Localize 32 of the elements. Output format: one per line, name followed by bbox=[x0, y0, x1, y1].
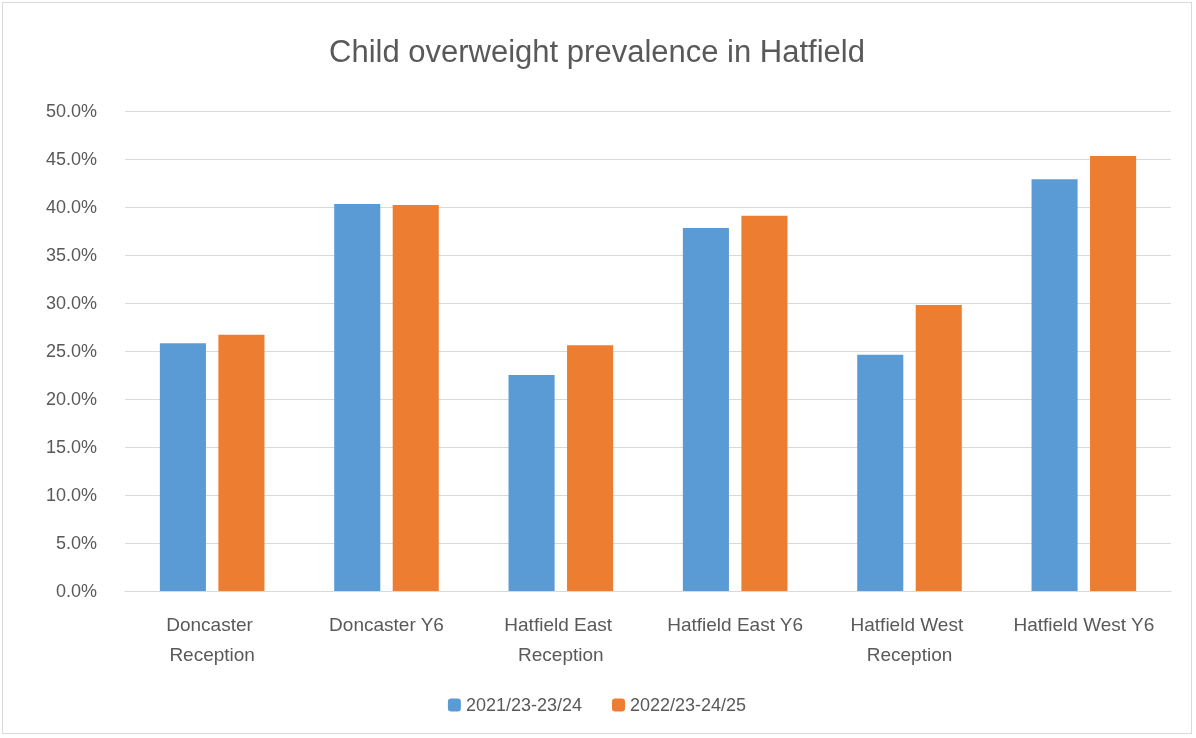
x-tick-label: Hatfield East Y6 bbox=[667, 613, 804, 635]
bar bbox=[508, 375, 555, 591]
y-tick-label: 35.0% bbox=[45, 245, 97, 265]
x-tick-label: Doncaster Reception bbox=[166, 613, 259, 665]
bar bbox=[1090, 156, 1137, 591]
bar bbox=[741, 215, 788, 591]
y-tick-label: 40.0% bbox=[45, 197, 97, 217]
bar bbox=[334, 204, 381, 591]
legend-label: 2021/23-23/24 bbox=[465, 695, 583, 715]
bar bbox=[1031, 179, 1078, 591]
x-tick-label: Hatfield West Reception bbox=[850, 613, 969, 665]
y-tick-label: 10.0% bbox=[45, 485, 97, 505]
x-tick-label: Hatfield West Y6 bbox=[1013, 613, 1155, 635]
y-tick-label: 45.0% bbox=[45, 149, 97, 169]
y-tick-label: 5.0% bbox=[55, 533, 97, 553]
bar bbox=[682, 228, 729, 591]
y-tick-label: 50.0% bbox=[45, 101, 97, 121]
y-tick-label: 20.0% bbox=[45, 389, 97, 409]
bar bbox=[857, 354, 904, 591]
y-tick-label: 25.0% bbox=[45, 341, 97, 361]
bar bbox=[159, 343, 206, 591]
bar bbox=[392, 205, 439, 591]
x-tick-label: Hatfield East Reception bbox=[504, 613, 618, 665]
legend-label: 2022/23-24/25 bbox=[630, 695, 747, 715]
bar bbox=[218, 334, 265, 591]
chart-title: Child overweight prevalence in Hatfield bbox=[329, 34, 865, 69]
bar bbox=[915, 304, 962, 591]
y-tick-label: 0.0% bbox=[55, 581, 97, 601]
y-tick-label: 15.0% bbox=[45, 437, 97, 457]
x-tick-label: Doncaster Y6 bbox=[329, 613, 444, 635]
bar bbox=[567, 345, 614, 591]
y-tick-label: 30.0% bbox=[45, 293, 97, 313]
